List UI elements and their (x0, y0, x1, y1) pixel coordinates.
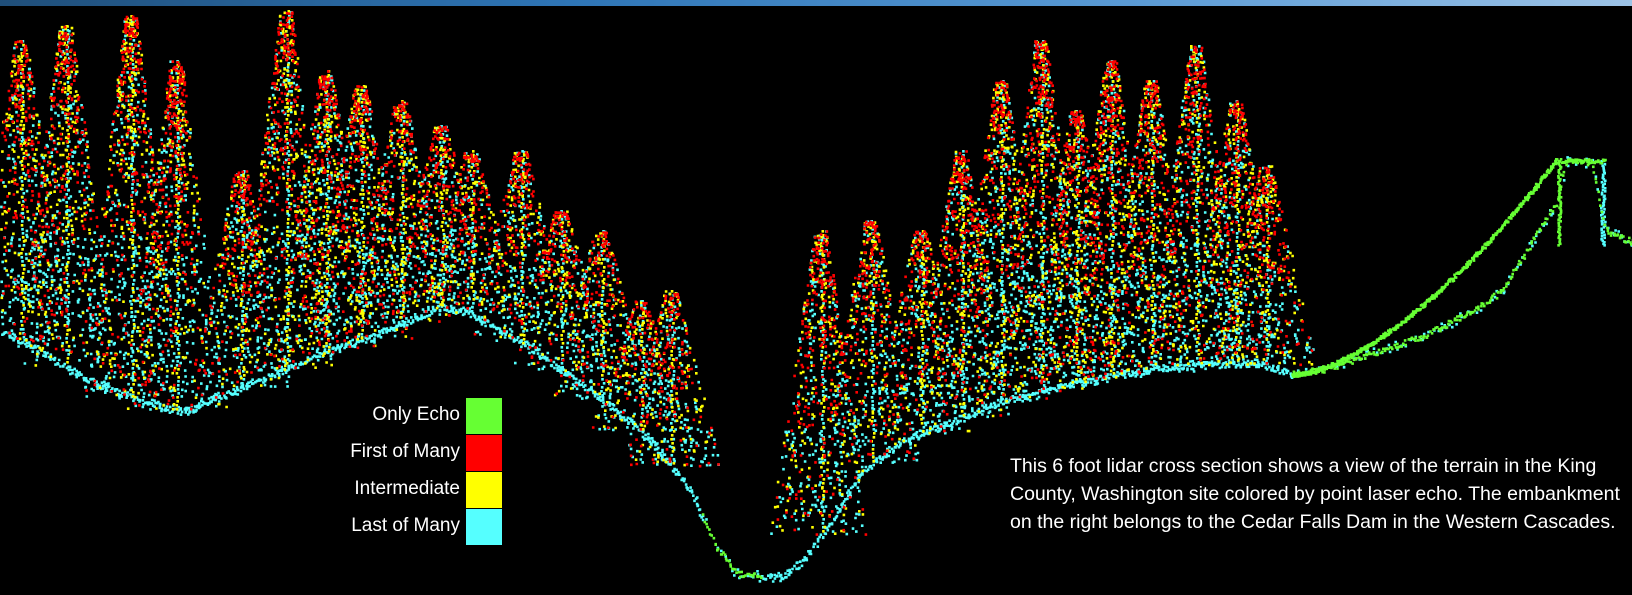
legend-label: Only Echo (372, 404, 460, 425)
top-banner-strip (0, 0, 1632, 6)
caption-text: This 6 foot lidar cross section shows a … (1010, 455, 1620, 533)
legend-label: Last of Many (351, 515, 460, 536)
legend-label: First of Many (350, 441, 460, 462)
legend-swatch (466, 472, 502, 508)
point-layer-first (0, 11, 1314, 536)
legend-swatch (466, 398, 502, 434)
legend-item-only-echo: Only Echo (300, 398, 502, 434)
lidar-point-cloud (0, 10, 1632, 583)
legend-swatch (466, 435, 502, 471)
legend-item-last-of-many: Last of Many (300, 509, 502, 545)
legend-item-first-of-many: First of Many (300, 435, 502, 471)
legend-label: Intermediate (354, 478, 460, 499)
legend-swatch (466, 509, 502, 545)
points-first-of-many (0, 11, 1314, 536)
legend-item-intermediate: Intermediate (300, 472, 502, 508)
